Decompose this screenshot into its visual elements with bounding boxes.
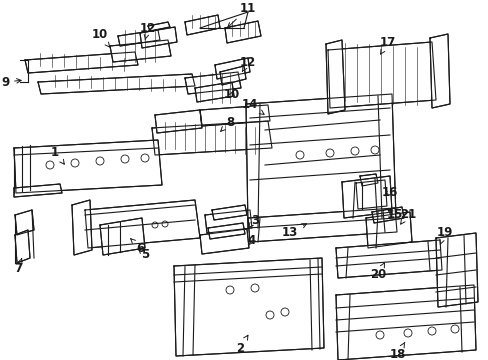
Polygon shape [110,40,171,62]
Polygon shape [215,58,249,79]
Text: 3: 3 [247,213,259,228]
Text: 19: 19 [436,225,452,244]
Polygon shape [204,210,251,233]
Polygon shape [184,15,220,35]
Polygon shape [200,105,269,126]
Polygon shape [195,82,234,102]
Polygon shape [359,174,377,186]
Text: 21: 21 [399,207,415,224]
Polygon shape [224,21,261,43]
Text: 16: 16 [381,185,397,198]
Polygon shape [327,42,435,108]
Polygon shape [72,200,92,255]
Polygon shape [118,30,160,46]
Polygon shape [14,140,162,193]
Polygon shape [38,74,195,94]
Polygon shape [371,207,403,223]
Text: 4: 4 [247,234,256,247]
Polygon shape [200,229,248,254]
Text: 14: 14 [242,99,264,114]
Polygon shape [152,121,271,155]
Polygon shape [174,258,324,356]
Polygon shape [148,22,170,31]
Polygon shape [220,66,245,85]
Polygon shape [341,176,391,218]
Polygon shape [335,240,441,278]
Text: 18: 18 [389,342,406,360]
Polygon shape [325,40,345,114]
Text: 5: 5 [138,248,149,261]
Text: 1: 1 [51,145,64,164]
Polygon shape [155,110,202,133]
Polygon shape [335,285,475,360]
Text: 17: 17 [379,36,395,54]
Text: 20: 20 [369,263,386,282]
Polygon shape [429,34,449,108]
Polygon shape [355,180,386,209]
Text: 13: 13 [281,224,306,238]
Polygon shape [207,223,244,239]
Text: 7: 7 [14,258,22,274]
Text: 2: 2 [235,335,247,355]
Polygon shape [140,27,177,48]
Text: 8: 8 [220,116,234,131]
Polygon shape [365,212,411,248]
Text: 12: 12 [240,55,256,71]
Polygon shape [15,230,30,263]
Polygon shape [184,72,241,94]
Polygon shape [247,208,396,242]
Polygon shape [15,210,34,235]
Polygon shape [14,184,62,197]
Polygon shape [212,205,246,220]
Text: 10: 10 [92,28,109,47]
Text: 6: 6 [130,239,144,255]
Text: 12: 12 [140,22,156,40]
Text: 15: 15 [386,208,403,221]
Polygon shape [25,52,138,73]
Polygon shape [245,94,395,228]
Text: 10: 10 [224,87,240,100]
Polygon shape [100,218,145,255]
Text: 9: 9 [1,76,21,89]
Polygon shape [435,233,477,307]
Text: 11: 11 [227,1,256,27]
Polygon shape [85,200,200,248]
